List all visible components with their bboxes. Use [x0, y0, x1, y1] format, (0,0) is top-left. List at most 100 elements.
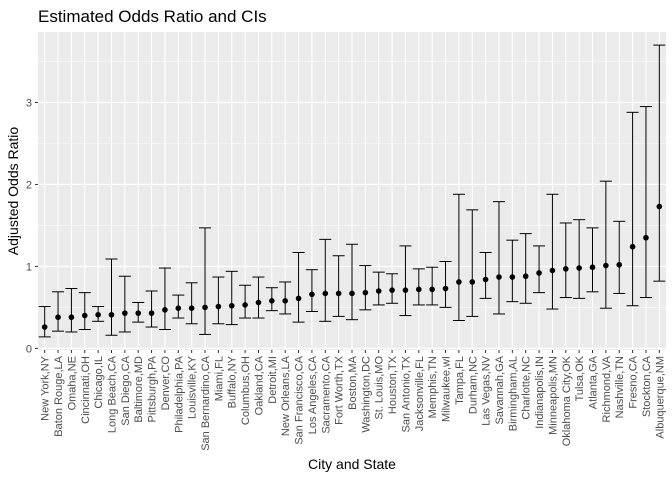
estimate-point [81, 312, 88, 319]
errorbar [492, 201, 505, 315]
estimate-point [469, 279, 476, 285]
y-tick-label: 2 [26, 179, 32, 191]
errorbar [439, 260, 452, 308]
estimate-point [375, 288, 382, 294]
x-tick-label: Birmingham,AL [507, 356, 519, 431]
estimate-point [536, 270, 542, 276]
estimate-point [349, 290, 355, 297]
estimate-point [322, 290, 329, 297]
estimate-point [629, 243, 636, 250]
estimate-point [549, 267, 556, 274]
errorbar [546, 193, 559, 310]
x-tick-label: Atlanta,GA [588, 355, 600, 409]
y-tick-label: 1 [26, 261, 32, 273]
x-tick-label: Durham,NC [467, 356, 479, 414]
estimate-point [389, 287, 395, 293]
errorbar [212, 276, 225, 325]
x-tick-label: San Bernardino,CA [200, 355, 212, 450]
x-tick-label: Houston,TX [387, 355, 399, 414]
y-tick-label: 0 [26, 343, 32, 355]
estimate-point [509, 274, 516, 280]
x-tick-label: Louisville,KY [187, 355, 199, 419]
errorbar [626, 111, 639, 307]
errorbar [359, 265, 372, 311]
estimate-point [656, 203, 663, 210]
x-tick-label: St. Louis,MO [374, 356, 386, 420]
estimate-point [429, 286, 435, 293]
errorbar [78, 292, 91, 331]
x-tick-label: New York,NY [40, 355, 52, 420]
estimate-point [122, 310, 128, 316]
x-tick-label: Chicago,IL [93, 356, 105, 409]
x-tick-label: Memphis,TN [427, 356, 439, 418]
errorbar [332, 255, 345, 317]
estimate-point [402, 287, 409, 293]
x-tick-label: San Francisco,CA [294, 355, 306, 444]
estimate-point [362, 289, 369, 296]
chart-title: Estimated Odds Ratio and CIs [38, 7, 267, 26]
estimate-point [269, 298, 275, 304]
x-tick-label: Baltimore,MD [133, 356, 145, 423]
estimate-point [589, 264, 596, 271]
errorbar [38, 306, 51, 338]
errorbar [573, 219, 586, 299]
errorbar [586, 227, 599, 293]
errorbar [252, 276, 265, 319]
estimate-point [442, 285, 449, 292]
estimate-point [188, 305, 195, 312]
x-axis-title: City and State [308, 456, 396, 472]
errorbar [239, 284, 252, 319]
x-tick-label: Long Beach,CA [106, 355, 118, 433]
errorbar [292, 251, 305, 323]
x-tick-label: Las Vegas,NV [481, 355, 493, 425]
x-tick-label: Cincinnati,OH [80, 356, 92, 424]
x-tick-label: Richmond,VA [601, 355, 613, 422]
errorbar [639, 106, 652, 299]
x-tick-label: Indianapolis,IN [534, 356, 546, 429]
estimate-point [282, 298, 288, 304]
errorbar [158, 267, 171, 331]
estimate-point [576, 265, 582, 271]
x-tick-label: Stockton,CA [641, 355, 653, 417]
x-tick-label: Charlotte,NC [521, 356, 533, 420]
x-tick-label: Omaha,NE [66, 356, 78, 410]
x-axis: New York,NY Baton Rouge,LA Omaha,NE Cincinn… [40, 350, 666, 451]
x-tick-label: Savannah,GA [494, 355, 506, 424]
estimate-point [522, 273, 529, 280]
errorbar [305, 269, 318, 312]
estimate-point [562, 266, 569, 272]
errorbar [279, 281, 292, 315]
x-tick-label: Baton Rouge,LA [53, 355, 65, 436]
x-tick-label: Fresno,CA [628, 355, 640, 408]
errorbar [345, 243, 359, 321]
estimate-point [255, 299, 262, 306]
errorbar [426, 266, 439, 306]
errorbar [452, 193, 465, 321]
estimate-point [148, 310, 155, 316]
x-tick-label: Philadelphia,PA [173, 355, 185, 433]
errorbar [399, 245, 412, 317]
x-tick-label: San Antonio,TX [400, 355, 412, 432]
errorbar [52, 291, 65, 332]
x-tick-label: Albuquerque,NM [654, 356, 666, 439]
estimate-point [295, 295, 302, 302]
estimate-point [215, 303, 222, 310]
errorbar [519, 233, 532, 304]
estimate-point [108, 311, 115, 318]
estimate-point [175, 305, 182, 312]
errorbar [653, 44, 666, 282]
x-tick-label: Minneapolis,MN [547, 356, 559, 435]
x-tick-label: Tampa,FL [454, 356, 466, 405]
errorbar [185, 282, 198, 325]
errorbar [559, 222, 572, 299]
x-tick-label: Milwaukee,wI [441, 356, 453, 422]
estimate-point [603, 262, 609, 269]
estimate-point [643, 234, 649, 241]
errorbar [613, 220, 626, 294]
errorbar [599, 180, 612, 309]
errorbar [199, 227, 212, 335]
y-tick-label: 3 [26, 97, 32, 109]
x-tick-label: Washington,DC [360, 356, 372, 433]
x-tick-label: Oklahoma City,OK [561, 355, 573, 446]
